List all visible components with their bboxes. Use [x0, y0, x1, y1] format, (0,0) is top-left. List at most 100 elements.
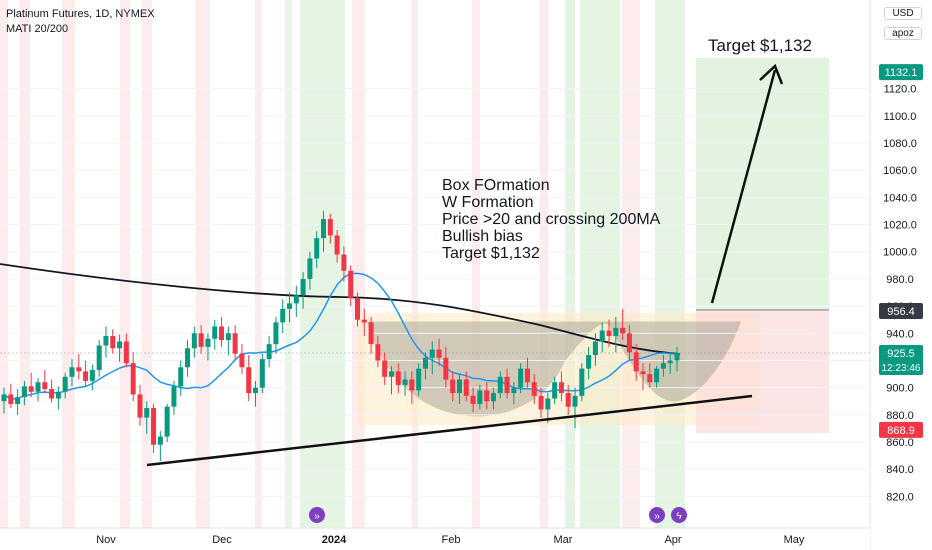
candle — [599, 322, 605, 353]
target-zone — [696, 58, 829, 310]
candle — [144, 401, 150, 434]
bg-band — [285, 0, 292, 528]
candle — [191, 326, 197, 358]
time-tick: Dec — [212, 534, 232, 546]
candle — [416, 363, 422, 396]
candle — [545, 393, 551, 423]
candle — [198, 325, 204, 354]
ma20-line — [3, 272, 678, 400]
candle — [62, 372, 68, 399]
candle — [293, 285, 299, 317]
candle — [429, 341, 435, 375]
ma200-path — [0, 263, 681, 355]
candle — [55, 386, 61, 410]
price-grid — [0, 88, 870, 497]
time-axis-ticks: Nov Dec 2024 Feb Mar Apr May — [96, 534, 805, 546]
bg-band — [472, 0, 480, 528]
candle — [137, 384, 143, 426]
candle — [89, 364, 95, 391]
candle — [287, 292, 293, 323]
candle — [280, 299, 286, 334]
event-icon-jan[interactable]: » — [309, 507, 325, 523]
candle — [463, 371, 469, 402]
candle — [123, 333, 129, 368]
currency-selector[interactable]: USD — [884, 7, 922, 20]
candle — [117, 334, 123, 362]
candle — [15, 389, 21, 415]
svg-text:»: » — [314, 511, 320, 522]
candle — [395, 363, 401, 394]
user-label[interactable]: apoz — [884, 27, 922, 40]
candle — [375, 336, 381, 368]
candle — [497, 371, 503, 399]
price-tick: 840.0 — [886, 464, 914, 476]
bg-band — [622, 0, 640, 528]
time-scale[interactable] — [0, 528, 870, 550]
bg-band — [300, 0, 345, 528]
bg-band — [20, 0, 30, 528]
lightning-icon[interactable]: ϟ — [671, 507, 687, 523]
price-tick: 860.0 — [886, 437, 914, 449]
note-1: Box FOrmation — [442, 177, 550, 194]
candle — [470, 387, 476, 413]
price-tick: 900.0 — [886, 383, 914, 395]
candle — [83, 360, 89, 387]
price-tick: 940.0 — [886, 328, 914, 340]
note-5: Target $1,132 — [442, 245, 540, 262]
candle — [334, 229, 340, 263]
bg-band — [655, 0, 685, 528]
chart-legend: Platinum Futures, 1D, NYMEX MATI 20/200 — [6, 7, 155, 37]
candle — [552, 376, 558, 404]
candle — [307, 251, 313, 290]
price-tick: 1100.0 — [884, 111, 917, 123]
svg-text:925.5: 925.5 — [887, 348, 915, 360]
bg-band — [565, 0, 575, 528]
candle — [592, 333, 598, 366]
time-tick: Feb — [442, 534, 461, 546]
svg-text:868.9: 868.9 — [887, 425, 915, 437]
candle — [246, 355, 252, 402]
price-label-target: 1132.1 — [879, 64, 923, 81]
bg-band — [255, 0, 262, 528]
candle — [606, 319, 612, 347]
bg-band — [142, 0, 152, 528]
candle — [667, 352, 673, 375]
support-trendline[interactable] — [146, 394, 753, 467]
candle — [8, 383, 14, 409]
candle — [164, 403, 170, 443]
stop-zone — [696, 310, 829, 433]
candle — [518, 363, 524, 394]
price-tick: 1040.0 — [883, 192, 917, 204]
event-icon-mar[interactable]: » — [649, 507, 665, 523]
note-2: W Formation — [442, 194, 534, 211]
bg-band — [196, 0, 210, 528]
candle — [266, 336, 272, 368]
candle — [565, 384, 571, 415]
candle — [484, 382, 490, 410]
candle — [219, 316, 225, 347]
candle — [178, 360, 184, 396]
candle — [436, 338, 442, 366]
candle — [490, 387, 496, 410]
time-tick: 2024 — [322, 534, 347, 546]
candle — [511, 382, 517, 404]
target-arrow-line[interactable] — [710, 69, 777, 304]
candle — [674, 346, 680, 372]
candle — [402, 371, 408, 396]
candle — [361, 308, 367, 337]
ma20-path — [3, 272, 678, 400]
target-annotation: Target $1,132 — [708, 36, 812, 55]
note-3: Price >20 and crossing 200MA — [442, 211, 661, 228]
price-tick: 1080.0 — [883, 138, 917, 150]
candle — [531, 374, 537, 404]
ma200-line — [0, 263, 681, 355]
candle — [185, 340, 191, 377]
price-label-stop: 868.9 — [879, 421, 923, 438]
indicator-title: MATI 20/200 — [6, 23, 69, 35]
candle — [613, 316, 619, 353]
candle — [660, 355, 666, 377]
price-scale[interactable] — [870, 0, 932, 550]
target-arrow-head — [759, 63, 784, 85]
candle — [49, 379, 55, 403]
